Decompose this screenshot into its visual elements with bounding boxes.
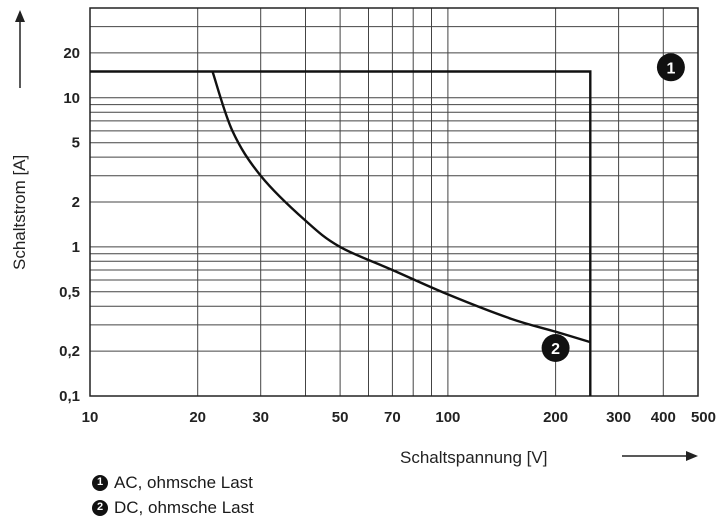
series-marker-label-2: 2: [551, 341, 560, 358]
y-tick-label: 0,1: [59, 388, 80, 405]
x-axis-title: Schaltspannung [V]: [400, 448, 547, 467]
x-tick-label: 70: [384, 409, 401, 426]
x-tick-label: 10: [82, 409, 99, 426]
y-tick-label: 0,2: [59, 343, 80, 360]
grid: [89, 7, 699, 397]
x-tick-label: 30: [252, 409, 269, 426]
x-tick-label: 300: [606, 409, 631, 426]
series-marker-label-1: 1: [666, 60, 675, 77]
legend-badge-1: 1: [92, 474, 108, 491]
y-axis-title: Schaltstrom [A]: [10, 155, 29, 270]
y-tick-label: 0,5: [59, 284, 80, 301]
legend: 1 AC, ohmsche Last 2 DC, ohmsche Last: [92, 470, 254, 520]
legend-item-dc: 2 DC, ohmsche Last: [92, 495, 254, 520]
series-markers: 12: [541, 53, 685, 362]
series-line-2: [211, 71, 591, 344]
x-tick-label: 100: [435, 409, 460, 426]
x-tick-label: 50: [332, 409, 349, 426]
legend-badge-2: 2: [92, 499, 108, 516]
series-layer: [90, 70, 592, 396]
x-tick-label: 200: [543, 409, 568, 426]
legend-label-dc: DC, ohmsche Last: [114, 498, 254, 517]
x-tick-label: 500: [691, 409, 716, 426]
x-tick-labels: 10 20 30 50 70 100 200 300 400 500: [82, 409, 716, 426]
y-tick-label: 2: [72, 194, 80, 211]
legend-label-ac: AC, ohmsche Last: [114, 473, 253, 492]
x-tick-label: 400: [651, 409, 676, 426]
y-tick-label: 10: [63, 90, 80, 107]
series-marker-1: [656, 53, 685, 82]
y-tick-label: 5: [72, 135, 80, 152]
y-tick-labels: 0,1 0,2 0,5 1 2 5 10 20: [59, 45, 80, 405]
y-tick-label: 20: [63, 45, 80, 62]
series-marker-2: [541, 334, 570, 362]
series-line-1: [90, 70, 592, 396]
y-tick-label: 1: [72, 239, 80, 256]
legend-item-ac: 1 AC, ohmsche Last: [92, 470, 254, 495]
plot-frame: [89, 7, 699, 397]
x-tick-label: 20: [189, 409, 206, 426]
